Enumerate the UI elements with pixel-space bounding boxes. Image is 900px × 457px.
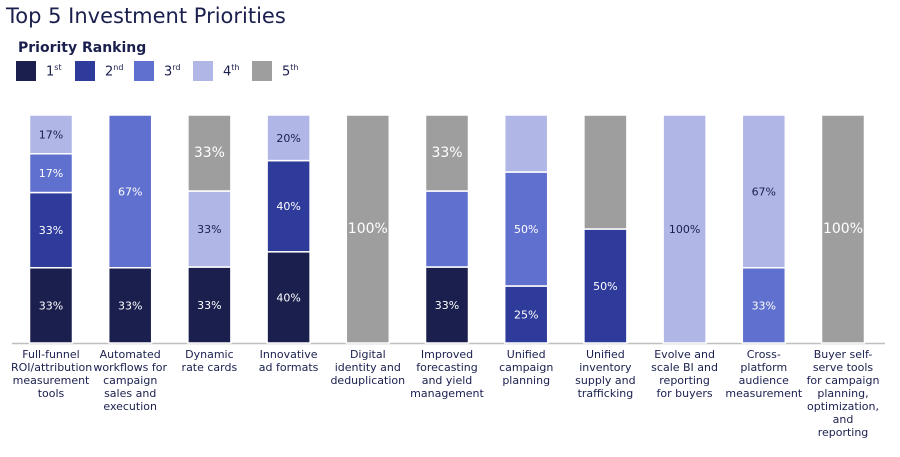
legend: 1st 2nd 3rd 4th 5th [16, 61, 318, 81]
bar-segment-4th [28, 114, 74, 155]
data-label: 33% [39, 224, 63, 237]
data-label: 40% [276, 291, 300, 304]
data-label: 100% [823, 221, 863, 237]
bar-segment-2nd [583, 228, 628, 344]
bar-segment-3rd [28, 153, 74, 194]
bar-segment-5th [187, 114, 232, 192]
data-label: 33% [435, 299, 459, 312]
bar-segment-2nd [503, 285, 549, 344]
category-label: Cross-platform audience measurement [725, 348, 803, 400]
category-label: Unified campaign planning [499, 348, 554, 387]
data-label: 33% [194, 145, 225, 161]
bar-segment-4th [741, 114, 787, 269]
legend-swatch [16, 61, 36, 81]
legend-item-2nd: 2nd [75, 61, 128, 81]
category-label: Evolve and scale BI and reporting for bu… [651, 348, 718, 400]
data-label: 33% [118, 299, 142, 312]
bar-segment-1st [424, 266, 470, 344]
bar-segment-1st [187, 266, 232, 344]
legend-label: 5th [282, 62, 299, 80]
legend-item-3rd: 3rd [134, 61, 187, 81]
legend-swatch [252, 61, 272, 81]
legend-label: 2nd [105, 62, 124, 80]
legend-swatch [75, 61, 95, 81]
data-label: 67% [752, 185, 776, 198]
bar-segment-5th [583, 114, 628, 230]
legend-label: 4th [223, 62, 240, 80]
legend-title: Priority Ranking [18, 40, 147, 56]
bar-segment-3rd [424, 190, 470, 268]
data-label: 25% [514, 309, 538, 322]
bar-segment-1st [28, 267, 74, 344]
legend-label: 1st [46, 62, 62, 80]
legend-item-4th: 4th [193, 61, 246, 81]
data-label: 100% [669, 223, 700, 236]
data-label: 33% [39, 299, 63, 312]
legend-item-5th: 5th [252, 61, 312, 81]
bar-segment-1st [266, 251, 311, 344]
category-label: Improved forecasting and yield managemen… [410, 348, 484, 400]
category-label: Digital identity and deduplication [330, 348, 406, 387]
data-label: 50% [514, 223, 538, 236]
category-label: Buyer self- serve tools for campaign pla… [806, 348, 880, 439]
data-label: 17% [39, 128, 63, 141]
category-label: Automated workflows for campaign sales a… [93, 348, 167, 413]
category-label: Dynamic rate cards [181, 348, 238, 374]
chart-title: Top 5 Investment Priorities [6, 4, 286, 28]
data-label: 17% [39, 167, 63, 180]
bar-segment-2nd [266, 159, 311, 253]
category-label: Full-funnel ROI/attribution measurement … [11, 348, 93, 400]
data-label: 33% [431, 145, 462, 161]
category-label: Innovative ad formats [258, 348, 319, 374]
legend-item-1st: 1st [16, 61, 69, 81]
bar-segment-2nd [28, 191, 74, 269]
data-label: 33% [197, 299, 221, 312]
bar-segment-5th [820, 114, 866, 344]
data-label: 40% [276, 200, 300, 213]
bar-segment-3rd [107, 114, 153, 269]
legend-swatch [193, 61, 213, 81]
bar-segment-5th [345, 114, 391, 344]
legend-label: 3rd [164, 62, 181, 80]
data-label: 100% [348, 221, 388, 237]
bar-segment-4th [266, 114, 311, 162]
bar-segment-4th [503, 114, 549, 173]
data-label: 33% [197, 223, 221, 236]
legend-swatch [134, 61, 154, 81]
data-label: 20% [276, 132, 300, 145]
data-label: 50% [593, 280, 617, 293]
bar-segment-3rd [741, 267, 787, 344]
data-label: 33% [752, 299, 776, 312]
data-label: 67% [118, 185, 142, 198]
bar-segment-4th [662, 114, 707, 344]
bar-segment-3rd [503, 171, 549, 287]
category-label: Unified inventory supply and trafficking [575, 348, 636, 400]
bar-segment-5th [424, 114, 470, 192]
